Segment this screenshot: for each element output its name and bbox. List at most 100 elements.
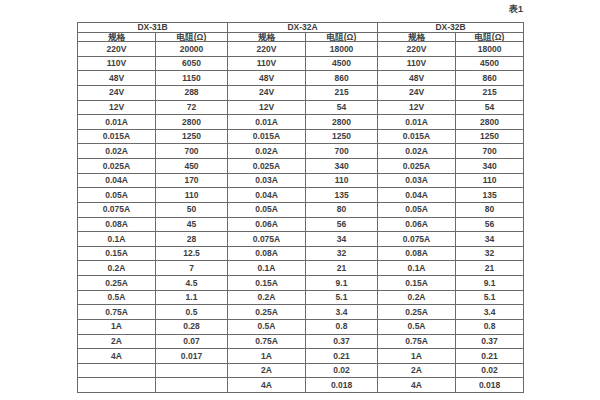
table-cell: 0.025A bbox=[78, 159, 156, 174]
table-cell: 0.015A bbox=[378, 129, 456, 144]
table-cell: 0.08A bbox=[78, 217, 156, 232]
table-cell: 4A bbox=[78, 349, 156, 364]
table-cell: 0.06A bbox=[228, 217, 306, 232]
table-row: 4A0.0184A0.018 bbox=[78, 378, 524, 393]
table-cell: 340 bbox=[306, 159, 378, 174]
table-cell: 0.8 bbox=[306, 319, 378, 334]
table-cell: 20000 bbox=[156, 42, 228, 57]
table-cell: 0.75A bbox=[78, 305, 156, 320]
table-cell: 110 bbox=[306, 173, 378, 188]
group-header-row: DX-31B DX-32A DX-32B bbox=[78, 23, 524, 33]
table-cell: 0.06A bbox=[378, 217, 456, 232]
table-cell: 1250 bbox=[456, 129, 524, 144]
table-cell: 0.075A bbox=[78, 202, 156, 217]
table-row: 0.08A450.06A560.06A56 bbox=[78, 217, 524, 232]
table-cell: 32 bbox=[456, 246, 524, 261]
table-cell: 9.1 bbox=[306, 276, 378, 291]
table-cell: 450 bbox=[156, 159, 228, 174]
table-cell: 1.1 bbox=[156, 290, 228, 305]
table-cell: 80 bbox=[306, 202, 378, 217]
table-cell: 9.1 bbox=[456, 276, 524, 291]
col-header-resistance-dx32b: 电阻(Ω) bbox=[456, 32, 524, 42]
table-cell: 0.02A bbox=[378, 144, 456, 159]
table-cell: 135 bbox=[456, 188, 524, 203]
table-cell: 0.017 bbox=[156, 349, 228, 364]
table-cell: 0.5A bbox=[228, 319, 306, 334]
table-cell: 0.5 bbox=[156, 305, 228, 320]
table-cell: 0.15A bbox=[78, 246, 156, 261]
table-row: 12V7212V5412V54 bbox=[78, 100, 524, 115]
table-cell: 54 bbox=[456, 100, 524, 115]
table-row: 24V28824V21524V215 bbox=[78, 85, 524, 100]
table-cell: 1A bbox=[378, 349, 456, 364]
table-cell: 860 bbox=[456, 71, 524, 86]
table-cell: 1250 bbox=[306, 129, 378, 144]
table-cell: 0.05A bbox=[78, 188, 156, 203]
group-header-dx32a: DX-32A bbox=[228, 23, 378, 33]
table-cell bbox=[156, 363, 228, 378]
table-cell: 4500 bbox=[306, 56, 378, 71]
table-cell: 21 bbox=[456, 261, 524, 276]
table-cell: 0.025A bbox=[228, 159, 306, 174]
table-cell: 700 bbox=[156, 144, 228, 159]
table-cell: 0.2A bbox=[378, 290, 456, 305]
table-cell: 48V bbox=[78, 71, 156, 86]
table-cell: 24V bbox=[78, 85, 156, 100]
table-row: 0.5A1.10.2A5.10.2A5.1 bbox=[78, 290, 524, 305]
table-cell: 0.018 bbox=[306, 378, 378, 393]
table-cell: 135 bbox=[306, 188, 378, 203]
table-cell: 0.15A bbox=[378, 276, 456, 291]
table-cell: 0.05A bbox=[228, 202, 306, 217]
table-cell: 0.08A bbox=[228, 246, 306, 261]
table-cell: 0.75A bbox=[378, 334, 456, 349]
table-cell: 18000 bbox=[456, 42, 524, 57]
table-row: 0.075A500.05A800.05A80 bbox=[78, 202, 524, 217]
table-cell: 56 bbox=[306, 217, 378, 232]
table-cell: 21 bbox=[306, 261, 378, 276]
table-cell: 32 bbox=[306, 246, 378, 261]
table-cell: 6050 bbox=[156, 56, 228, 71]
table-cell: 5.1 bbox=[306, 290, 378, 305]
table-row: 4A0.0171A0.211A0.21 bbox=[78, 349, 524, 364]
table-cell: 215 bbox=[306, 85, 378, 100]
table-cell: 0.21 bbox=[456, 349, 524, 364]
table-cell: 220V bbox=[378, 42, 456, 57]
table-row: 0.01A28000.01A28000.01A2800 bbox=[78, 115, 524, 130]
table-cell: 0.04A bbox=[378, 188, 456, 203]
table-cell: 45 bbox=[156, 217, 228, 232]
table-cell: 0.02 bbox=[456, 363, 524, 378]
table-cell: 700 bbox=[456, 144, 524, 159]
table-cell: 0.25A bbox=[78, 276, 156, 291]
table-cell: 0.5A bbox=[378, 319, 456, 334]
table-cell: 0.018 bbox=[456, 378, 524, 393]
table-cell: 4.5 bbox=[156, 276, 228, 291]
table-cell: 1A bbox=[78, 319, 156, 334]
table-row: 0.05A1100.04A1350.04A135 bbox=[78, 188, 524, 203]
table-cell: 34 bbox=[306, 232, 378, 247]
table-cell: 0.04A bbox=[78, 173, 156, 188]
table-cell: 48V bbox=[378, 71, 456, 86]
table-cell: 0.015A bbox=[228, 129, 306, 144]
table-row: 48V115048V86048V860 bbox=[78, 71, 524, 86]
group-header-dx32b: DX-32B bbox=[378, 23, 524, 33]
table-cell: 0.02A bbox=[78, 144, 156, 159]
table-cell: 34 bbox=[456, 232, 524, 247]
table-row: 0.025A4500.025A3400.025A340 bbox=[78, 159, 524, 174]
table-row: 0.015A12500.015A12500.015A1250 bbox=[78, 129, 524, 144]
table-cell: 0.2A bbox=[228, 290, 306, 305]
table-cell: 28 bbox=[156, 232, 228, 247]
table-caption: 表1 bbox=[77, 3, 523, 16]
table-cell: 72 bbox=[156, 100, 228, 115]
table-cell: 0.25A bbox=[378, 305, 456, 320]
page: 表1 DX-31B DX-32A DX-32B 规格 电阻(Ω) 规格 电阻(Ω… bbox=[0, 0, 600, 400]
table-cell: 0.015A bbox=[78, 129, 156, 144]
table-row: 2A0.070.75A0.370.75A0.37 bbox=[78, 334, 524, 349]
table-cell: 0.2A bbox=[78, 261, 156, 276]
table-cell: 110V bbox=[228, 56, 306, 71]
table-cell: 12V bbox=[78, 100, 156, 115]
column-header-row: 规格 电阻(Ω) 规格 电阻(Ω) 规格 电阻(Ω) bbox=[78, 32, 524, 42]
table-cell: 340 bbox=[456, 159, 524, 174]
table-cell: 0.075A bbox=[228, 232, 306, 247]
table-cell: 0.75A bbox=[228, 334, 306, 349]
table-cell: 48V bbox=[228, 71, 306, 86]
